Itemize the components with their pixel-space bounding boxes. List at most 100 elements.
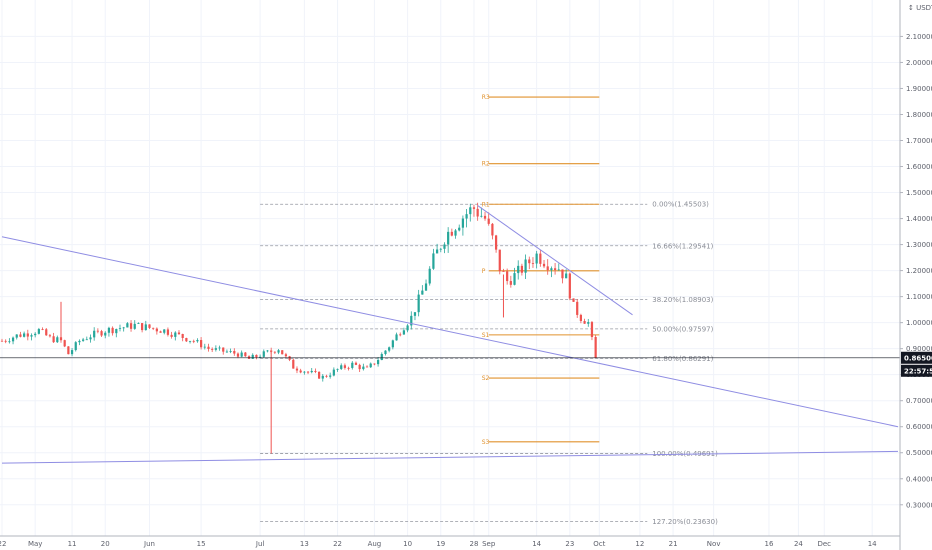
candle-body: [19, 334, 22, 337]
candle-body: [200, 340, 203, 348]
candle-body: [74, 342, 77, 351]
candle-body: [343, 365, 347, 368]
candle-body: [295, 368, 299, 371]
candle-body: [432, 253, 435, 269]
candle-body: [314, 370, 317, 372]
fib-level-label: 127.20%(0.23630): [652, 518, 718, 526]
x-tick-label: 22: [0, 540, 6, 548]
x-tick-label: Dec: [817, 540, 831, 548]
candle-body: [8, 341, 11, 343]
candle-body: [192, 340, 195, 342]
y-tick-label: 0.30000: [906, 501, 932, 509]
candle-body: [317, 371, 321, 379]
candle-body: [181, 334, 184, 338]
candle-body: [292, 359, 295, 369]
candle-body: [4, 340, 7, 342]
candle-body: [93, 330, 96, 338]
fib-level-label: 16.66%(1.29541): [652, 242, 713, 250]
candle-body: [388, 347, 391, 351]
candle-body: [487, 218, 490, 224]
candle-body: [365, 366, 369, 368]
candle-body: [37, 329, 40, 334]
candle-body: [568, 273, 571, 299]
candle-body: [583, 321, 586, 324]
candle-body: [502, 271, 505, 272]
candle-body: [384, 350, 387, 355]
x-tick-label: Jun: [143, 540, 155, 548]
x-tick-label: 21: [669, 540, 678, 548]
candle-body: [476, 208, 479, 217]
candle-body: [329, 375, 332, 377]
candle-body: [240, 352, 243, 357]
x-tick-label: 13: [300, 540, 309, 548]
candle-body: [310, 370, 313, 373]
candle-body: [188, 340, 192, 342]
candle-body: [494, 235, 498, 250]
x-tick-label: 28: [470, 540, 479, 548]
candle-body: [233, 350, 236, 354]
candle-body: [56, 337, 59, 343]
candle-body: [454, 230, 457, 236]
candle-body: [513, 273, 516, 285]
candle-body: [373, 363, 376, 365]
candle-body: [115, 328, 118, 334]
quote-currency-label: ↕ USDT: [908, 4, 932, 12]
candle-body: [491, 223, 494, 236]
candle-body: [413, 312, 417, 316]
candle-body: [391, 340, 394, 348]
candle-body: [225, 351, 229, 353]
candle-body: [0, 340, 4, 342]
fib-level-label: 0.00%(1.45503): [652, 201, 709, 209]
candle-body: [376, 360, 380, 365]
candle-body: [480, 215, 483, 217]
candle-body: [498, 249, 501, 272]
x-tick-label: 15: [197, 540, 206, 548]
candle-body: [594, 337, 597, 358]
candle-body: [82, 339, 85, 341]
candle-body: [85, 339, 88, 341]
candle-body: [535, 253, 538, 264]
candle-body: [26, 333, 29, 337]
x-tick-label: 14: [868, 540, 877, 548]
candle-body: [48, 335, 52, 337]
y-tick-label: 1.10000: [906, 293, 932, 301]
candle-body: [410, 315, 413, 326]
candle-body: [531, 263, 535, 265]
candle-body: [520, 265, 524, 273]
candle-body: [340, 365, 343, 369]
candle-body: [576, 301, 579, 315]
trendline-short-descending: [477, 205, 633, 316]
candle-body: [100, 331, 103, 336]
candle-body: [347, 367, 350, 369]
grid: [0, 0, 900, 536]
pivot-level-label: R2: [482, 161, 490, 168]
candle-body: [590, 322, 594, 338]
pivot-points: R3 R2 R1 P S1 S2 S3: [482, 94, 600, 446]
candle-body: [126, 323, 129, 328]
candle-body: [211, 348, 214, 350]
x-tick-label: 10: [403, 540, 412, 548]
candle-body: [45, 329, 48, 336]
candle-body: [358, 364, 361, 370]
candle-body: [354, 362, 358, 365]
candle-body: [483, 215, 487, 219]
candle-body: [465, 214, 468, 219]
y-tick-label: 1.30000: [906, 241, 932, 249]
candle-body: [111, 327, 114, 334]
candle-body: [159, 331, 162, 333]
candle-body: [458, 227, 461, 231]
x-tick-label: 20: [101, 540, 110, 548]
candle-body: [255, 354, 258, 358]
x-tick-label: 22: [333, 540, 342, 548]
candle-body: [273, 351, 276, 353]
candle-body: [251, 354, 254, 359]
candle-body: [15, 334, 18, 338]
candle-body: [550, 268, 553, 271]
candle-body: [23, 333, 26, 337]
candle-body: [89, 337, 92, 340]
